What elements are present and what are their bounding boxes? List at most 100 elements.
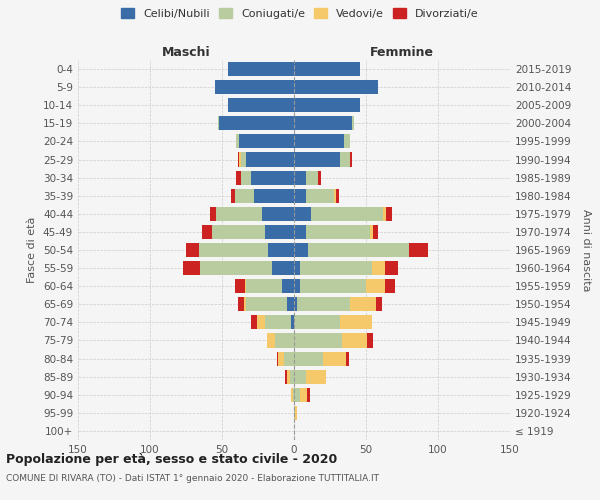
Bar [307,388,310,402]
Bar [385,279,395,293]
Bar [370,225,373,239]
Bar [257,316,265,330]
Bar [294,406,295,420]
Bar [294,334,341,347]
Bar [202,225,212,239]
Bar [294,279,300,293]
Bar [186,243,199,257]
Bar [323,352,346,366]
Bar [216,207,262,221]
Bar [239,152,241,166]
Bar [300,388,307,402]
Bar [334,188,336,203]
Bar [305,170,319,184]
Bar [236,134,239,148]
Bar [211,207,216,221]
Bar [294,98,360,112]
Bar [286,370,287,384]
Legend: Celibi/Nubili, Coniugati/e, Vedovi/e, Divorziati/e: Celibi/Nubili, Coniugati/e, Vedovi/e, Di… [121,8,479,19]
Bar [272,261,294,275]
Bar [236,170,241,184]
Y-axis label: Anni di nascita: Anni di nascita [581,209,591,291]
Bar [305,370,326,384]
Bar [235,279,245,293]
Y-axis label: Fasce di età: Fasce di età [28,217,37,283]
Bar [239,134,294,148]
Bar [294,370,305,384]
Bar [241,170,251,184]
Bar [238,297,244,312]
Bar [297,297,350,312]
Bar [344,134,350,148]
Bar [238,152,239,166]
Bar [241,152,247,166]
Bar [346,352,349,366]
Bar [287,297,294,312]
Bar [294,388,300,402]
Text: Femmine: Femmine [370,46,434,59]
Bar [366,279,385,293]
Bar [235,188,254,203]
Bar [254,188,294,203]
Bar [340,152,350,166]
Bar [244,297,247,312]
Bar [294,80,377,94]
Bar [265,225,294,239]
Bar [247,279,283,293]
Bar [300,261,372,275]
Bar [265,316,291,330]
Bar [340,316,372,330]
Bar [294,116,352,130]
Bar [336,188,338,203]
Bar [294,62,360,76]
Bar [278,352,284,366]
Bar [294,134,344,148]
Bar [275,334,294,347]
Bar [294,170,305,184]
Bar [251,316,257,330]
Bar [294,188,305,203]
Bar [200,261,272,275]
Bar [283,279,294,293]
Bar [245,279,247,293]
Bar [294,207,311,221]
Bar [300,279,366,293]
Bar [350,152,352,166]
Bar [294,316,340,330]
Bar [373,225,377,239]
Bar [228,62,294,76]
Bar [352,116,355,130]
Bar [266,334,275,347]
Bar [386,207,392,221]
Bar [183,261,200,275]
Bar [294,261,300,275]
Bar [294,152,340,166]
Bar [367,334,373,347]
Bar [294,352,323,366]
Bar [277,352,278,366]
Bar [293,388,294,402]
Bar [311,207,383,221]
Bar [305,188,334,203]
Bar [251,170,294,184]
Bar [291,388,293,402]
Bar [247,297,287,312]
Bar [247,152,294,166]
Bar [290,370,294,384]
Bar [372,261,385,275]
Bar [219,116,294,130]
Bar [308,243,409,257]
Bar [287,370,290,384]
Bar [350,297,376,312]
Bar [305,225,370,239]
Bar [212,225,265,239]
Bar [319,170,322,184]
Bar [294,243,308,257]
Bar [294,297,297,312]
Bar [294,225,305,239]
Bar [376,297,382,312]
Bar [228,98,294,112]
Text: Maschi: Maschi [161,46,211,59]
Bar [385,261,398,275]
Bar [268,243,294,257]
